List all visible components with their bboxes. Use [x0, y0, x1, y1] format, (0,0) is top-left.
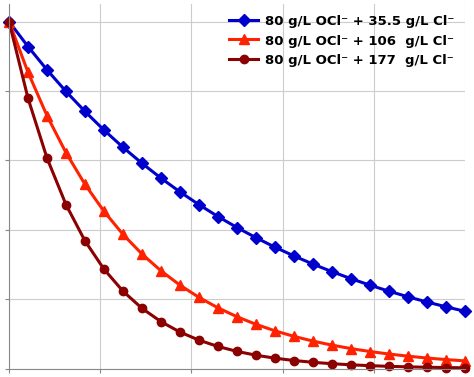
80 g/L OCl⁻ + 106  g/L Cl⁻	[196, 295, 202, 300]
80 g/L OCl⁻ + 35.5 g/L Cl⁻	[196, 202, 202, 207]
80 g/L OCl⁻ + 106  g/L Cl⁻	[101, 209, 107, 214]
80 g/L OCl⁻ + 106  g/L Cl⁻	[367, 349, 373, 354]
80 g/L OCl⁻ + 35.5 g/L Cl⁻	[462, 309, 468, 314]
80 g/L OCl⁻ + 106  g/L Cl⁻	[25, 70, 31, 75]
80 g/L OCl⁻ + 106  g/L Cl⁻	[329, 343, 335, 347]
80 g/L OCl⁻ + 106  g/L Cl⁻	[424, 356, 430, 360]
80 g/L OCl⁻ + 35.5 g/L Cl⁻	[215, 214, 221, 219]
80 g/L OCl⁻ + 106  g/L Cl⁻	[158, 268, 164, 273]
80 g/L OCl⁻ + 35.5 g/L Cl⁻	[25, 44, 31, 49]
80 g/L OCl⁻ + 35.5 g/L Cl⁻	[158, 176, 164, 181]
80 g/L OCl⁻ + 106  g/L Cl⁻	[177, 283, 183, 287]
80 g/L OCl⁻ + 177  g/L Cl⁻	[158, 319, 164, 324]
Line: 80 g/L OCl⁻ + 177  g/L Cl⁻: 80 g/L OCl⁻ + 177 g/L Cl⁻	[5, 17, 469, 372]
80 g/L OCl⁻ + 177  g/L Cl⁻	[6, 19, 12, 24]
80 g/L OCl⁻ + 106  g/L Cl⁻	[291, 334, 297, 339]
80 g/L OCl⁻ + 35.5 g/L Cl⁻	[6, 19, 12, 24]
80 g/L OCl⁻ + 177  g/L Cl⁻	[63, 202, 69, 207]
80 g/L OCl⁻ + 177  g/L Cl⁻	[253, 353, 259, 357]
80 g/L OCl⁻ + 177  g/L Cl⁻	[424, 365, 430, 369]
80 g/L OCl⁻ + 35.5 g/L Cl⁻	[329, 270, 335, 274]
80 g/L OCl⁻ + 35.5 g/L Cl⁻	[367, 283, 373, 287]
80 g/L OCl⁻ + 106  g/L Cl⁻	[215, 306, 221, 310]
80 g/L OCl⁻ + 106  g/L Cl⁻	[272, 329, 278, 333]
80 g/L OCl⁻ + 177  g/L Cl⁻	[101, 267, 107, 271]
80 g/L OCl⁻ + 35.5 g/L Cl⁻	[177, 190, 183, 194]
80 g/L OCl⁻ + 177  g/L Cl⁻	[462, 366, 468, 370]
80 g/L OCl⁻ + 35.5 g/L Cl⁻	[386, 289, 392, 293]
80 g/L OCl⁻ + 35.5 g/L Cl⁻	[44, 67, 50, 72]
Legend: 80 g/L OCl⁻ + 35.5 g/L Cl⁻, 80 g/L OCl⁻ + 106  g/L Cl⁻, 80 g/L OCl⁻ + 177  g/L C: 80 g/L OCl⁻ + 35.5 g/L Cl⁻, 80 g/L OCl⁻ …	[226, 11, 458, 71]
80 g/L OCl⁻ + 106  g/L Cl⁻	[386, 352, 392, 356]
80 g/L OCl⁻ + 177  g/L Cl⁻	[120, 289, 126, 293]
80 g/L OCl⁻ + 35.5 g/L Cl⁻	[348, 276, 354, 281]
80 g/L OCl⁻ + 106  g/L Cl⁻	[139, 252, 145, 256]
80 g/L OCl⁻ + 177  g/L Cl⁻	[329, 362, 335, 366]
80 g/L OCl⁻ + 35.5 g/L Cl⁻	[253, 236, 259, 240]
80 g/L OCl⁻ + 177  g/L Cl⁻	[82, 239, 88, 243]
80 g/L OCl⁻ + 177  g/L Cl⁻	[177, 330, 183, 334]
80 g/L OCl⁻ + 106  g/L Cl⁻	[120, 232, 126, 237]
80 g/L OCl⁻ + 35.5 g/L Cl⁻	[120, 145, 126, 150]
80 g/L OCl⁻ + 106  g/L Cl⁻	[63, 150, 69, 155]
80 g/L OCl⁻ + 35.5 g/L Cl⁻	[272, 245, 278, 250]
80 g/L OCl⁻ + 177  g/L Cl⁻	[310, 360, 316, 365]
80 g/L OCl⁻ + 35.5 g/L Cl⁻	[443, 305, 449, 309]
80 g/L OCl⁻ + 106  g/L Cl⁻	[443, 357, 449, 362]
80 g/L OCl⁻ + 35.5 g/L Cl⁻	[234, 225, 240, 230]
80 g/L OCl⁻ + 177  g/L Cl⁻	[386, 364, 392, 369]
80 g/L OCl⁻ + 177  g/L Cl⁻	[44, 156, 50, 160]
80 g/L OCl⁻ + 35.5 g/L Cl⁻	[310, 262, 316, 267]
80 g/L OCl⁻ + 35.5 g/L Cl⁻	[424, 300, 430, 304]
80 g/L OCl⁻ + 177  g/L Cl⁻	[25, 96, 31, 101]
80 g/L OCl⁻ + 106  g/L Cl⁻	[310, 339, 316, 343]
80 g/L OCl⁻ + 177  g/L Cl⁻	[196, 338, 202, 342]
80 g/L OCl⁻ + 106  g/L Cl⁻	[44, 113, 50, 118]
80 g/L OCl⁻ + 106  g/L Cl⁻	[348, 346, 354, 351]
80 g/L OCl⁻ + 177  g/L Cl⁻	[234, 349, 240, 354]
80 g/L OCl⁻ + 106  g/L Cl⁻	[6, 19, 12, 24]
80 g/L OCl⁻ + 177  g/L Cl⁻	[367, 363, 373, 368]
80 g/L OCl⁻ + 35.5 g/L Cl⁻	[291, 254, 297, 258]
Line: 80 g/L OCl⁻ + 106  g/L Cl⁻: 80 g/L OCl⁻ + 106 g/L Cl⁻	[4, 17, 470, 366]
80 g/L OCl⁻ + 35.5 g/L Cl⁻	[405, 294, 411, 299]
80 g/L OCl⁻ + 177  g/L Cl⁻	[291, 358, 297, 363]
80 g/L OCl⁻ + 177  g/L Cl⁻	[272, 356, 278, 360]
80 g/L OCl⁻ + 106  g/L Cl⁻	[253, 322, 259, 326]
80 g/L OCl⁻ + 177  g/L Cl⁻	[405, 365, 411, 369]
80 g/L OCl⁻ + 177  g/L Cl⁻	[215, 344, 221, 349]
80 g/L OCl⁻ + 106  g/L Cl⁻	[405, 354, 411, 359]
80 g/L OCl⁻ + 177  g/L Cl⁻	[139, 306, 145, 311]
80 g/L OCl⁻ + 35.5 g/L Cl⁻	[82, 109, 88, 114]
80 g/L OCl⁻ + 106  g/L Cl⁻	[234, 314, 240, 319]
80 g/L OCl⁻ + 106  g/L Cl⁻	[82, 182, 88, 187]
80 g/L OCl⁻ + 106  g/L Cl⁻	[462, 359, 468, 363]
Line: 80 g/L OCl⁻ + 35.5 g/L Cl⁻: 80 g/L OCl⁻ + 35.5 g/L Cl⁻	[5, 17, 469, 316]
80 g/L OCl⁻ + 177  g/L Cl⁻	[443, 365, 449, 370]
80 g/L OCl⁻ + 177  g/L Cl⁻	[348, 363, 354, 367]
80 g/L OCl⁻ + 35.5 g/L Cl⁻	[139, 161, 145, 166]
80 g/L OCl⁻ + 35.5 g/L Cl⁻	[101, 128, 107, 132]
80 g/L OCl⁻ + 35.5 g/L Cl⁻	[63, 89, 69, 94]
